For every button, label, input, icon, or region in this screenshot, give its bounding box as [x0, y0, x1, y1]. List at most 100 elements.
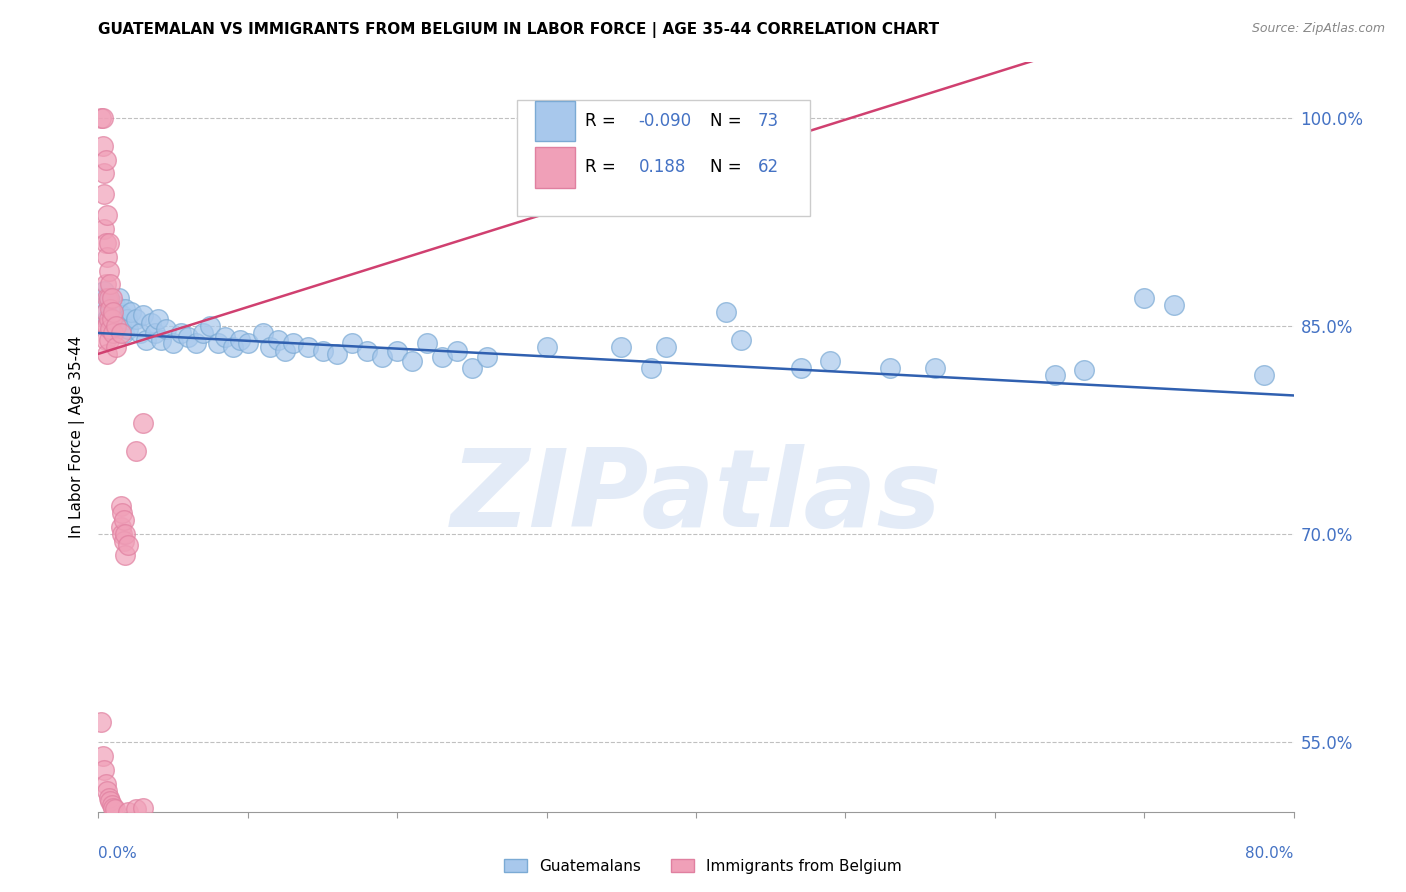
Point [155, 322, 177, 336]
Point [416, 335, 439, 350]
Point [259, 340, 281, 354]
Point [214, 330, 236, 344]
Point [610, 340, 633, 354]
Point [1163, 298, 1185, 312]
Text: N =: N = [710, 159, 742, 177]
Point [252, 326, 274, 340]
Point [101, 291, 124, 305]
Point [820, 353, 842, 368]
Point [236, 335, 259, 350]
Point [94, 153, 117, 167]
Point [98, 302, 122, 317]
Point [98, 319, 122, 334]
Point [105, 319, 128, 334]
Point [97, 333, 120, 347]
Point [103, 800, 125, 814]
Point [446, 344, 468, 359]
Point [110, 500, 132, 514]
Point [98, 277, 122, 292]
Point [104, 298, 127, 312]
Text: R =: R = [585, 159, 616, 177]
Point [120, 305, 142, 319]
FancyBboxPatch shape [517, 100, 810, 216]
Point [143, 326, 166, 340]
Point [90, 111, 112, 125]
Point [93, 763, 115, 777]
Point [129, 326, 152, 340]
Text: 62: 62 [758, 159, 779, 177]
Text: 0.0%: 0.0% [98, 847, 138, 862]
Point [112, 534, 135, 549]
Point [117, 322, 139, 336]
Point [1133, 291, 1156, 305]
Point [94, 319, 117, 334]
Point [103, 308, 125, 322]
Point [91, 138, 114, 153]
Point [879, 360, 901, 375]
Text: N =: N = [710, 112, 742, 130]
Point [98, 322, 122, 336]
Point [150, 333, 173, 347]
Point [101, 302, 124, 317]
Point [162, 335, 184, 350]
Point [326, 347, 349, 361]
Point [94, 277, 117, 292]
Point [111, 527, 134, 541]
Point [93, 187, 115, 202]
Point [94, 333, 117, 347]
Point [94, 305, 117, 319]
Point [97, 312, 120, 326]
Point [96, 250, 118, 264]
Point [132, 308, 155, 322]
Point [101, 797, 124, 812]
Point [93, 285, 115, 299]
Text: R =: R = [585, 112, 616, 130]
Text: -0.090: -0.090 [638, 112, 692, 130]
Point [98, 794, 122, 808]
Point [96, 208, 118, 222]
Point [94, 235, 117, 250]
Point [103, 326, 125, 340]
Point [125, 444, 148, 458]
Point [110, 520, 132, 534]
Point [111, 308, 134, 322]
Point [655, 340, 678, 354]
Text: 80.0%: 80.0% [1246, 847, 1294, 862]
Point [94, 305, 117, 319]
Point [93, 222, 115, 236]
Point [97, 235, 120, 250]
Point [371, 350, 394, 364]
Point [169, 326, 191, 340]
Point [148, 312, 170, 326]
Point [640, 360, 662, 375]
Point [125, 802, 148, 816]
Point [132, 800, 155, 814]
Point [114, 527, 136, 541]
Point [96, 347, 118, 361]
Point [117, 805, 139, 819]
Point [94, 777, 117, 791]
Y-axis label: In Labor Force | Age 35-44: In Labor Force | Age 35-44 [69, 336, 84, 538]
Point [91, 749, 114, 764]
Point [96, 319, 118, 334]
Point [110, 316, 132, 330]
Point [924, 360, 946, 375]
Point [297, 340, 319, 354]
Point [125, 312, 148, 326]
Point [117, 538, 139, 552]
Point [96, 784, 118, 798]
Point [789, 360, 811, 375]
Text: GUATEMALAN VS IMMIGRANTS FROM BELGIUM IN LABOR FORCE | AGE 35-44 CORRELATION CHA: GUATEMALAN VS IMMIGRANTS FROM BELGIUM IN… [98, 22, 939, 38]
Point [104, 802, 127, 816]
Point [1073, 363, 1095, 377]
Point [714, 305, 737, 319]
Point [97, 291, 120, 305]
Point [401, 353, 423, 368]
Point [356, 344, 378, 359]
Point [112, 513, 135, 527]
Point [101, 312, 124, 326]
Point [475, 350, 498, 364]
Point [1253, 368, 1275, 382]
Point [97, 294, 120, 309]
Point [107, 305, 129, 319]
